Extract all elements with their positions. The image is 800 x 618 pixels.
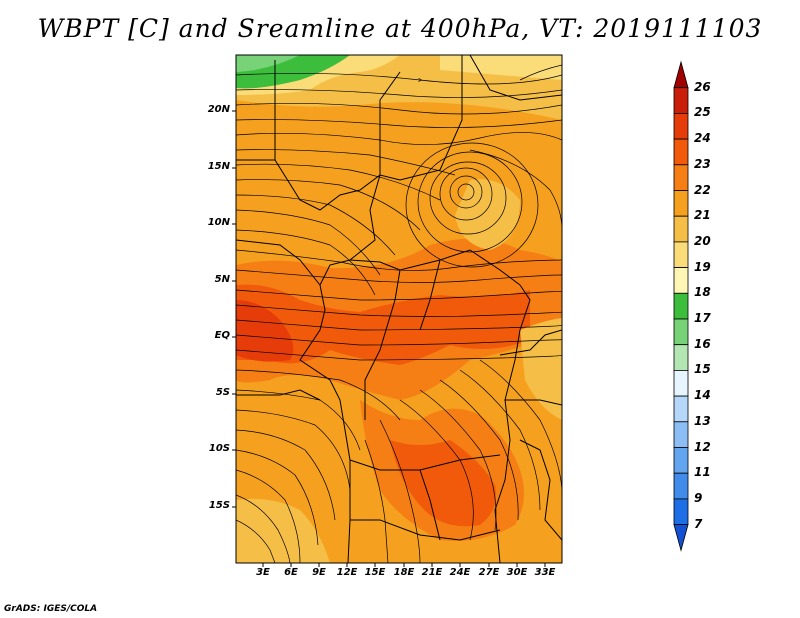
lat-label-eq: EQ <box>214 330 230 341</box>
lat-label-10s: 10S <box>208 443 230 454</box>
lon-label-33e: 33E <box>534 567 556 578</box>
colorbar-label: 12 <box>694 439 711 454</box>
colorbar-label: 18 <box>694 285 711 300</box>
colorbar-swatch <box>673 241 689 268</box>
colorbar-swatch <box>673 215 689 243</box>
colorbar-label: 17 <box>694 311 711 325</box>
colorbar-swatch <box>673 344 689 371</box>
lon-label-12e: 12E <box>336 567 358 578</box>
colorbar-swatch <box>673 369 689 397</box>
streamlines <box>236 64 562 563</box>
lat-label-15s: 15S <box>208 500 230 511</box>
colorbar-label: 9 <box>694 490 703 505</box>
colorbar-label: 20 <box>694 233 711 248</box>
colorbar-swatch <box>673 113 689 140</box>
lon-label-24e: 24E <box>449 567 471 578</box>
colorbar-top-arrow <box>673 60 689 89</box>
lat-label-10n: 10N <box>207 217 230 228</box>
colorbar-label: 23 <box>694 156 711 171</box>
colorbar-swatch <box>673 472 689 500</box>
colorbar-label: 15 <box>694 362 711 377</box>
lon-label-9e: 9E <box>312 567 326 578</box>
colorbar-label: 24 <box>694 131 711 146</box>
colorbar-swatch <box>673 267 689 294</box>
colorbar-swatch <box>673 190 689 217</box>
lat-label-5s: 5S <box>215 387 230 398</box>
lon-label-21e: 21E <box>421 567 443 578</box>
colorbar-label: 7 <box>694 516 703 531</box>
colorbar-swatch <box>673 421 689 448</box>
colorbar-label: 21 <box>694 208 711 223</box>
colorbar-swatch <box>673 138 689 166</box>
colorbar-label: 16 <box>694 336 711 351</box>
footer-credit: GrADS: IGES/COLA <box>4 604 98 614</box>
lon-label-15e: 15E <box>364 567 386 578</box>
colorbar-swatch <box>673 292 689 320</box>
colorbar-swatch <box>673 395 689 423</box>
lat-label-5n: 5N <box>214 274 230 285</box>
colorbar-label: 25 <box>694 105 711 120</box>
map-title: WBPT [C] and Sreamline at 400hPa, VT: 20… <box>37 14 763 43</box>
colorbar-swatch <box>673 447 689 474</box>
colorbar-label: 22 <box>694 182 711 197</box>
lon-label-18e: 18E <box>393 567 415 578</box>
colorbar-swatch <box>673 498 689 525</box>
colorbar-label: 19 <box>694 259 711 274</box>
colorbar-swatch <box>673 318 689 346</box>
lon-label-6e: 6E <box>284 567 298 578</box>
lat-label-20n: 20N <box>207 104 230 115</box>
colorbar <box>673 60 689 552</box>
axis-ticks <box>232 110 546 567</box>
colorbar-swatch <box>673 87 689 114</box>
lon-label-30e: 30E <box>506 567 528 578</box>
colorbar-label: 26 <box>694 79 711 94</box>
lat-label-15n: 15N <box>207 161 230 172</box>
lon-label-3e: 3E <box>256 567 270 578</box>
lon-label-27e: 27E <box>478 567 500 578</box>
colorbar-label: 11 <box>694 465 711 480</box>
map-frame <box>235 54 563 564</box>
country-borders <box>236 55 562 563</box>
colorbar-label: 13 <box>694 413 711 428</box>
wbpt-field <box>236 55 562 563</box>
colorbar-bottom-arrow <box>673 524 689 552</box>
colorbar-label: 14 <box>694 388 711 403</box>
colorbar-swatch <box>673 164 689 191</box>
